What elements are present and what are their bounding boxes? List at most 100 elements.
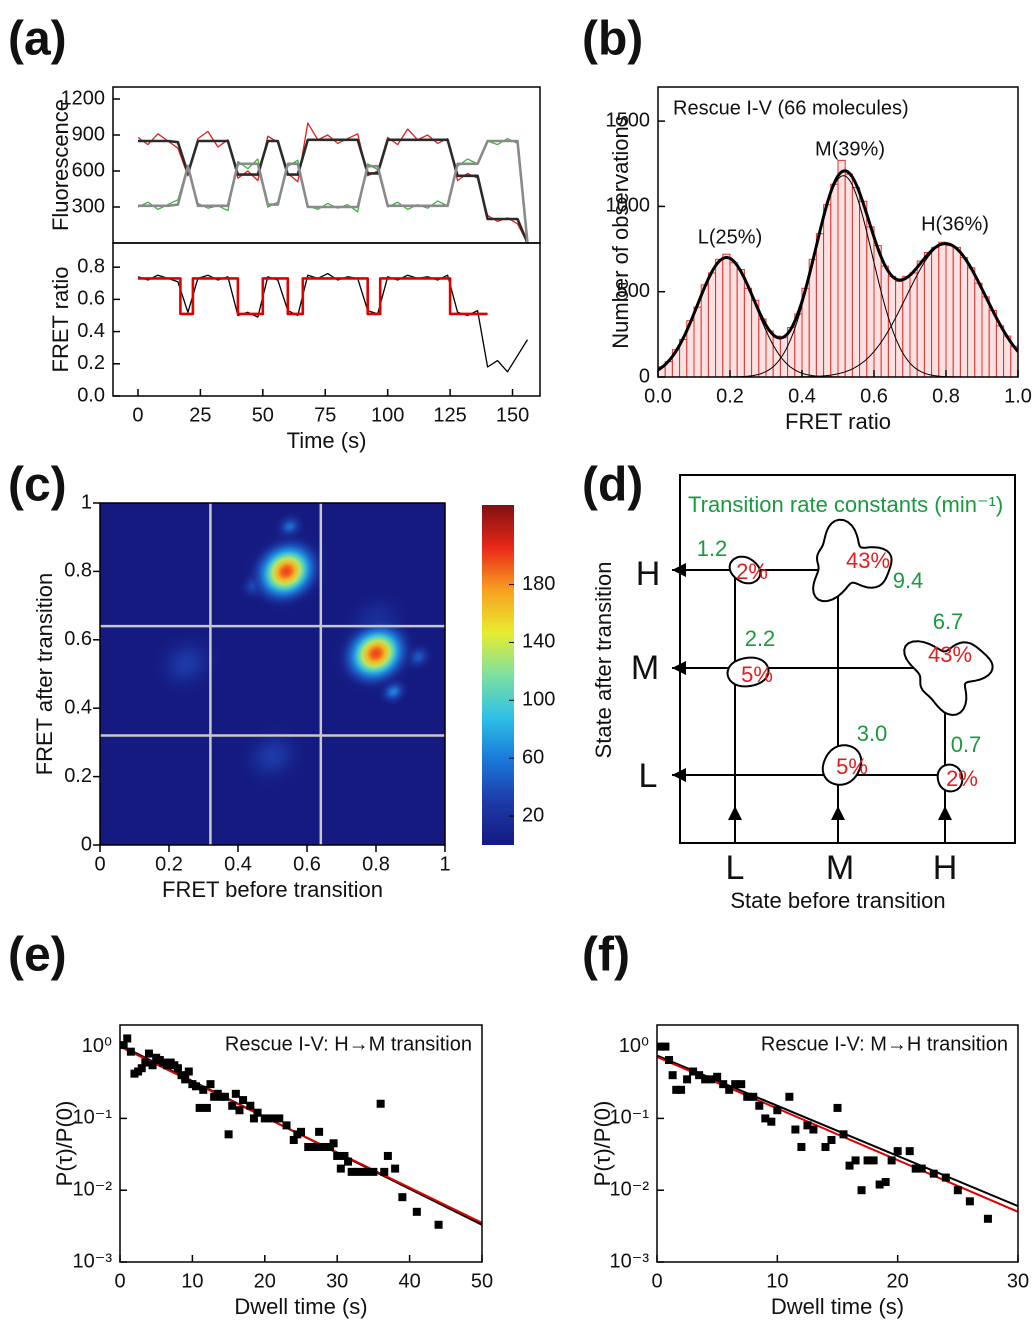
bar <box>952 246 961 377</box>
bar <box>909 272 918 377</box>
bar <box>895 280 904 377</box>
bar <box>931 246 940 377</box>
plot-area <box>657 1042 1018 1223</box>
y-tick-label: 10⁰ <box>82 1035 112 1057</box>
axes-frame <box>657 86 1019 378</box>
bar <box>707 272 717 377</box>
point <box>289 1136 298 1145</box>
transition-diagram: Transition rate constants (min⁻¹) H M L … <box>591 474 1016 913</box>
point <box>340 1151 349 1160</box>
bar <box>974 282 983 377</box>
x-tick-label: 40 <box>398 1270 420 1292</box>
y-tick-label: 0 <box>81 833 92 855</box>
x-tick-label: 0.0 <box>644 385 672 407</box>
point <box>731 1080 740 1089</box>
axes-frame <box>656 1024 1019 1263</box>
colorbar-tick-label: 100 <box>522 689 555 711</box>
point <box>983 1214 992 1223</box>
point <box>260 1114 269 1123</box>
point <box>376 1099 385 1108</box>
y-tick-label: 0.2 <box>77 352 105 374</box>
point <box>239 1096 248 1105</box>
annotation: M(39%) <box>815 138 885 160</box>
annotation: L(25%) <box>698 226 762 248</box>
point <box>275 1114 284 1123</box>
y-tick-label: 0.0 <box>77 384 105 406</box>
point <box>725 1085 734 1094</box>
point <box>173 1064 182 1073</box>
density-peak <box>146 625 227 702</box>
point <box>434 1220 443 1229</box>
trace <box>138 139 529 243</box>
point <box>195 1103 204 1112</box>
x-tick-label: 0.4 <box>224 853 252 875</box>
point <box>707 1075 716 1084</box>
fit-line <box>657 1055 1018 1213</box>
point <box>668 1071 677 1080</box>
bar <box>736 269 745 377</box>
x-tick-label: 1 <box>439 853 450 875</box>
rate-constant: 1.2 <box>697 536 728 561</box>
point <box>333 1151 342 1160</box>
x-tick-label: 50 <box>252 404 274 426</box>
point <box>246 1101 255 1110</box>
point <box>336 1164 345 1173</box>
point <box>809 1125 818 1134</box>
y-tick-label: 0.4 <box>77 320 105 342</box>
bar <box>837 159 846 377</box>
point <box>905 1147 914 1156</box>
y-tick-label: 10⁻² <box>73 1178 113 1200</box>
panel-label: (a) <box>8 13 67 66</box>
point <box>231 1089 240 1098</box>
x-axis-label: Dwell time (s) <box>234 1294 367 1319</box>
plot-area <box>100 503 445 845</box>
point <box>827 1136 836 1145</box>
point <box>192 1082 201 1091</box>
bar <box>967 267 976 377</box>
rate-constant: 3.0 <box>857 721 888 746</box>
point <box>304 1142 313 1151</box>
point <box>845 1161 854 1170</box>
bar <box>823 204 832 377</box>
colorbar-tick-label: 180 <box>522 573 555 595</box>
y-tick-label: 10⁻³ <box>73 1250 113 1272</box>
transition-fraction: 43% <box>928 642 972 667</box>
point <box>412 1207 421 1216</box>
y-axis-label: State after transition <box>591 562 616 759</box>
x-tick-label: 0.2 <box>716 385 744 407</box>
point <box>857 1186 866 1195</box>
x-tick-label: 0.4 <box>788 385 816 407</box>
transition-fraction: 5% <box>836 754 868 779</box>
colorbar-tick-label: 60 <box>522 746 544 768</box>
x-tick-label: 10 <box>766 1270 788 1292</box>
bar <box>981 296 990 377</box>
state-label: L <box>639 757 658 795</box>
panel-label: (e) <box>8 929 67 982</box>
x-tick-label: 0 <box>132 404 143 426</box>
point <box>199 1085 208 1094</box>
x-tick-label: 75 <box>314 404 336 426</box>
y-tick-label: 500 <box>617 280 650 302</box>
point <box>821 1142 830 1151</box>
point <box>297 1127 305 1136</box>
point <box>767 1117 776 1126</box>
point <box>347 1167 356 1176</box>
bar <box>916 260 925 377</box>
x-axis-label: Dwell time (s) <box>771 1294 904 1319</box>
point <box>791 1125 800 1134</box>
point <box>719 1080 728 1089</box>
bar <box>830 183 839 377</box>
transition-fraction: 2% <box>946 766 978 791</box>
point <box>785 1092 794 1101</box>
x-tick-label: 20 <box>254 1270 276 1292</box>
point <box>863 1156 872 1165</box>
plot-area <box>137 272 529 373</box>
point <box>329 1139 338 1148</box>
y-tick-label: 10⁻³ <box>610 1250 650 1272</box>
point <box>362 1167 371 1176</box>
point <box>839 1130 848 1139</box>
y-axis-label: Number of observations <box>608 115 633 349</box>
x-tick-label: 50 <box>471 1270 493 1292</box>
x-tick-label: 1.0 <box>1004 385 1032 407</box>
